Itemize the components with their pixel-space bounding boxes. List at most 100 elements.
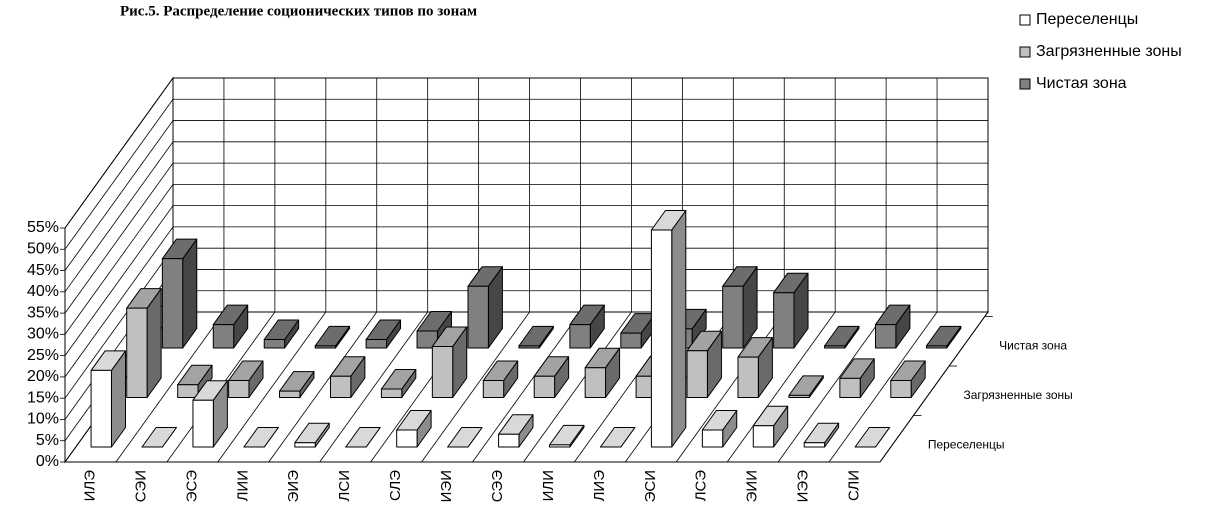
bar-front bbox=[467, 285, 489, 349]
y-tick-label: 30% bbox=[27, 326, 59, 343]
floor-line bbox=[319, 311, 429, 463]
x-tick-label: ИЛЭ bbox=[81, 470, 98, 502]
depth-tick-label: Переселенцы bbox=[928, 437, 1005, 451]
bar bbox=[294, 422, 330, 448]
bar-front bbox=[839, 377, 861, 398]
x-tick-label: СЛИ bbox=[846, 470, 863, 501]
bar-front bbox=[329, 375, 352, 398]
bar bbox=[329, 356, 366, 398]
x-tick-label: ЭИИ bbox=[744, 470, 761, 502]
bar bbox=[263, 319, 300, 349]
bar bbox=[431, 326, 468, 398]
bar-front bbox=[773, 292, 795, 349]
x-tick-label: ИЛИ bbox=[540, 470, 557, 501]
bar bbox=[549, 424, 585, 448]
chart-title: Рис.5. Распределение соционических типов… bbox=[120, 3, 477, 19]
bar bbox=[518, 325, 554, 349]
bar bbox=[824, 325, 860, 349]
bar bbox=[803, 422, 840, 448]
bar-front bbox=[549, 444, 571, 448]
bar-front bbox=[569, 324, 591, 349]
legend-swatch bbox=[1019, 14, 1031, 26]
y-tick-label: 15% bbox=[27, 389, 59, 406]
legend-label: Загрязненные зоны bbox=[1036, 43, 1182, 60]
bar bbox=[161, 238, 198, 349]
y-tick-label: 50% bbox=[27, 240, 59, 257]
bar-front bbox=[380, 388, 403, 398]
bar-front bbox=[584, 367, 607, 398]
bar bbox=[722, 266, 758, 349]
floor-line bbox=[675, 311, 785, 463]
floor-line bbox=[268, 311, 378, 463]
bar-front bbox=[686, 350, 708, 398]
y-tick-label: 40% bbox=[27, 283, 59, 300]
bar bbox=[345, 427, 381, 448]
x-tick-label: ЭСЭ bbox=[183, 470, 200, 502]
legend-swatch bbox=[1019, 78, 1031, 90]
x-tick-label: ЛИЭ bbox=[591, 470, 608, 502]
grid-line bbox=[64, 205, 988, 356]
depth-tick-label: Чистая зона bbox=[999, 338, 1067, 352]
grid-line bbox=[64, 141, 988, 293]
bar-front bbox=[482, 379, 505, 398]
x-tick-label: СЭИ bbox=[132, 470, 149, 502]
x-tick-label: ИЭЭ bbox=[795, 470, 812, 503]
depth-axis bbox=[879, 311, 989, 463]
bar bbox=[752, 405, 789, 448]
floor-line bbox=[523, 311, 632, 463]
bar-front bbox=[263, 338, 286, 349]
floor-line bbox=[777, 311, 887, 463]
bar bbox=[620, 313, 656, 349]
bar-front bbox=[90, 369, 112, 448]
bar bbox=[925, 325, 962, 349]
grid-line bbox=[64, 120, 988, 271]
y-tick-label: 10% bbox=[27, 411, 59, 428]
bar bbox=[192, 380, 228, 448]
bar-front bbox=[228, 379, 250, 398]
depth-tick-label: Загрязненные зоны bbox=[963, 388, 1072, 402]
bar bbox=[228, 360, 264, 398]
grid-line bbox=[64, 183, 988, 335]
legend-label: Чистая зона bbox=[1036, 75, 1127, 92]
bar-front bbox=[212, 324, 235, 349]
bar-front bbox=[788, 394, 810, 398]
bar bbox=[599, 427, 636, 448]
bar bbox=[788, 375, 824, 398]
floor-line bbox=[472, 311, 581, 463]
bar-front bbox=[192, 399, 214, 448]
bar bbox=[212, 304, 249, 349]
bar bbox=[839, 358, 875, 398]
bar-front bbox=[396, 429, 418, 448]
x-tick-label: ЛСИ bbox=[336, 470, 353, 501]
bar-front bbox=[431, 345, 454, 398]
y-tick-label: 45% bbox=[27, 262, 59, 279]
bar-front bbox=[737, 356, 759, 398]
y-tick-label: 0% bbox=[36, 453, 59, 470]
bar bbox=[890, 360, 926, 398]
bar-front bbox=[650, 229, 673, 448]
bar-front bbox=[925, 345, 948, 349]
legend-label: Переселенцы bbox=[1036, 11, 1138, 28]
floor-line bbox=[726, 311, 836, 463]
y-tick-label: 25% bbox=[27, 347, 59, 364]
bar bbox=[365, 319, 402, 349]
bar bbox=[854, 427, 891, 448]
bar-front bbox=[874, 324, 897, 349]
bar-front bbox=[498, 433, 520, 448]
bar bbox=[773, 272, 809, 349]
floor-line bbox=[828, 311, 938, 463]
bar bbox=[874, 304, 911, 349]
bar-side bbox=[671, 210, 687, 448]
bar-front bbox=[890, 379, 912, 398]
bar bbox=[569, 304, 605, 349]
bar-front bbox=[620, 332, 642, 349]
bar bbox=[243, 427, 279, 448]
grid-line bbox=[64, 162, 988, 314]
bar bbox=[126, 288, 162, 398]
y-tick-label: 55% bbox=[27, 219, 59, 236]
bar bbox=[686, 330, 722, 398]
x-tick-label: ЭСИ bbox=[642, 470, 659, 502]
bar-front bbox=[126, 307, 148, 398]
bar bbox=[141, 427, 177, 448]
bar bbox=[584, 347, 621, 398]
